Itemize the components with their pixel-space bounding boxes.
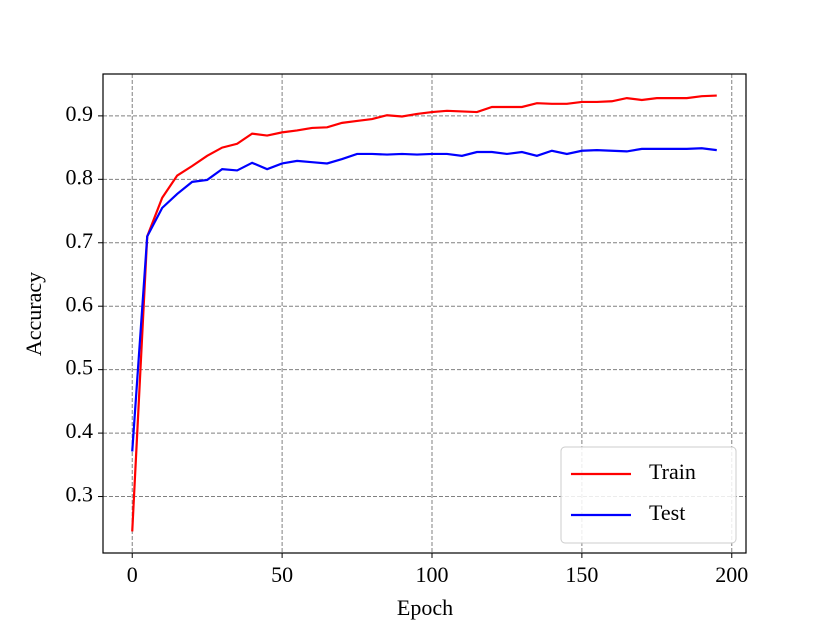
x-axis-label: Epoch: [397, 595, 453, 620]
x-tick-label: 100: [415, 562, 448, 587]
line-series: [131, 147, 717, 452]
y-tick-label: 0.9: [66, 101, 94, 126]
y-tick-label: 0.7: [66, 228, 94, 253]
line-series: [131, 94, 717, 532]
legend-label: Test: [649, 500, 685, 525]
legend: Train Test: [560, 446, 737, 544]
y-tick-label: 0.3: [66, 482, 94, 507]
x-tick-label: 50: [271, 562, 293, 587]
y-tick-label: 0.6: [66, 291, 94, 316]
x-tick-label: 0: [127, 562, 138, 587]
y-axis-label: Accuracy: [21, 272, 46, 356]
x-tick-label: 150: [565, 562, 598, 587]
y-tick-label: 0.8: [66, 164, 94, 189]
legend-label: Train: [649, 459, 696, 484]
legend-box: [560, 446, 737, 544]
y-tick-label: 0.4: [66, 418, 94, 443]
y-tick-label: 0.5: [66, 355, 94, 380]
plot-frame: [102, 73, 747, 554]
x-tick-label: 200: [715, 562, 748, 587]
